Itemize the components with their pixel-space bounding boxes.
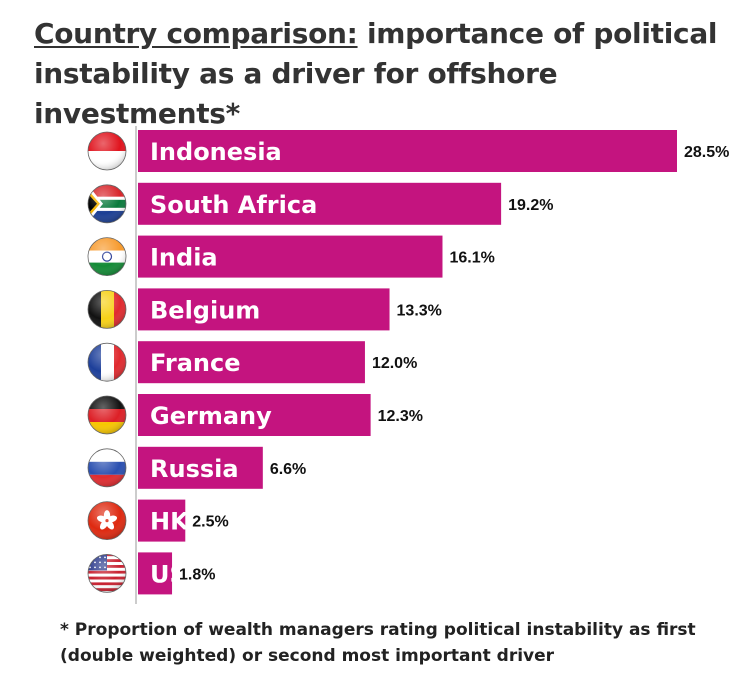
title-prefix: Country comparison: (34, 17, 358, 50)
value-label: 28.5% (684, 144, 729, 161)
south-africa-flag-icon (87, 184, 127, 224)
value-label: 12.3% (378, 408, 423, 425)
category-label: Belgium (150, 296, 260, 324)
value-label: 1.8% (179, 566, 215, 583)
category-label: South Africa (150, 191, 317, 219)
category-label: HK (150, 508, 190, 536)
bar-france (138, 341, 365, 384)
bar-russia (138, 446, 263, 489)
bar-belgium (138, 288, 390, 331)
indonesia-flag-icon (87, 131, 127, 171)
value-label: 16.1% (449, 250, 494, 267)
category-label: Germany (150, 402, 272, 430)
value-label: 6.6% (270, 461, 306, 478)
category-label: France (150, 349, 240, 377)
russia-flag-icon (87, 448, 127, 488)
india-flag-icon (87, 237, 127, 277)
category-label: US (150, 560, 187, 588)
chart-title: Country comparison: importance of politi… (34, 14, 734, 134)
category-label: Russia (150, 455, 239, 483)
france-flag-icon (87, 342, 127, 382)
bar-india (138, 235, 443, 278)
value-label: 2.5% (192, 514, 228, 531)
category-label: Indonesia (150, 138, 282, 166)
bar-series: Indonesia 28.5% South Africa 19.2% India 16.1… (138, 130, 729, 595)
category-label: India (150, 244, 218, 272)
belgium-flag-icon (87, 289, 127, 329)
bar-hk (138, 499, 186, 542)
bar-south-africa (138, 182, 502, 225)
bar-indonesia (138, 130, 677, 172)
value-label: 12.0% (372, 355, 417, 372)
bar-germany (138, 394, 371, 436)
value-label: 19.2% (508, 197, 553, 214)
germany-flag-icon (87, 395, 127, 435)
footnote: * Proportion of wealth managers rating p… (60, 620, 696, 666)
title-rest: importance of political instability as a… (34, 17, 718, 130)
flag-column (87, 131, 127, 593)
value-label: 13.3% (397, 302, 442, 319)
hong-kong-flag-icon (87, 501, 127, 540)
us-flag-icon (87, 554, 127, 593)
bar-us (138, 552, 173, 595)
